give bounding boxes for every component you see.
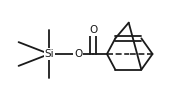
Text: Si: Si — [44, 49, 54, 59]
Text: O: O — [74, 49, 82, 59]
Text: O: O — [89, 25, 97, 35]
